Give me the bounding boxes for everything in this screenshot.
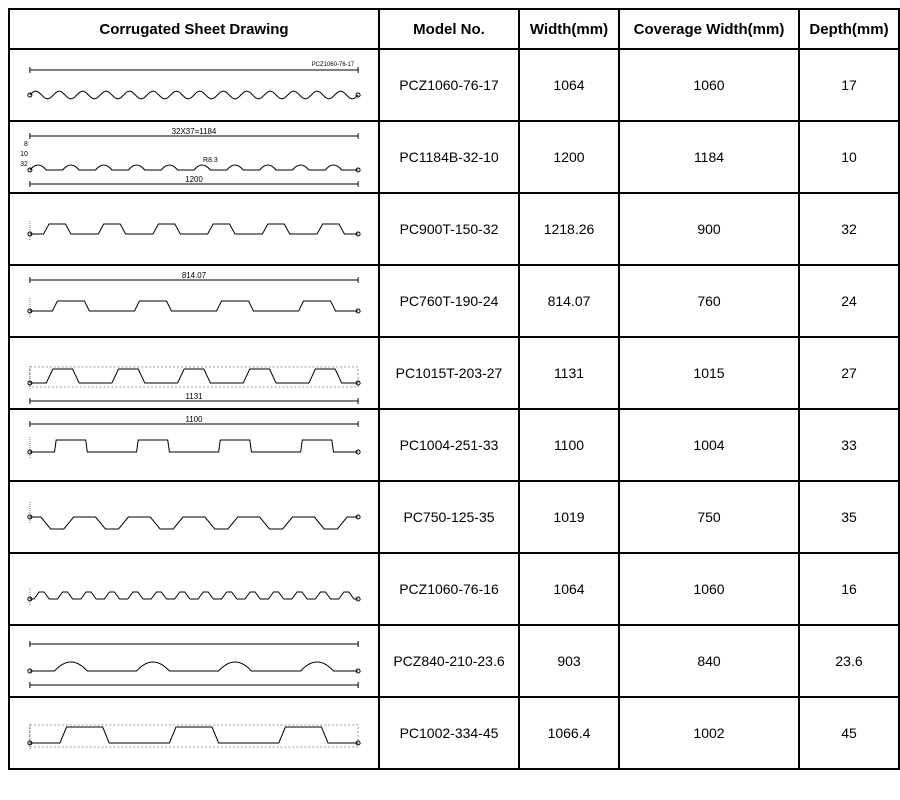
table-header-row: Corrugated Sheet Drawing Model No. Width… [9,9,899,49]
model-cell: PC1015T-203-27 [379,337,519,409]
drawing-cell [9,625,379,697]
width-cell: 1218.26 [519,193,619,265]
model-cell: PC760T-190-24 [379,265,519,337]
col-header-width: Width(mm) [519,9,619,49]
coverage-cell: 760 [619,265,799,337]
depth-cell: 33 [799,409,899,481]
width-cell: 1066.4 [519,697,619,769]
width-cell: 1131 [519,337,619,409]
width-cell: 1019 [519,481,619,553]
svg-text:1100: 1100 [185,415,203,424]
width-cell: 1200 [519,121,619,193]
svg-text:1200: 1200 [185,175,203,184]
svg-text:10: 10 [20,151,28,158]
depth-cell: 17 [799,49,899,121]
table-row: 1100PC1004-251-331100100433 [9,409,899,481]
coverage-cell: 840 [619,625,799,697]
drawing-cell [9,553,379,625]
width-cell: 1064 [519,49,619,121]
width-cell: 1100 [519,409,619,481]
coverage-cell: 900 [619,193,799,265]
depth-cell: 45 [799,697,899,769]
coverage-cell: 1002 [619,697,799,769]
svg-text:814.07: 814.07 [182,271,207,280]
coverage-cell: 1184 [619,121,799,193]
model-cell: PCZ840-210-23.6 [379,625,519,697]
table-row: 814.07PC760T-190-24814.0776024 [9,265,899,337]
model-cell: PC1002-334-45 [379,697,519,769]
table-body: PCZ1060-76-17PCZ1060-76-17106410601732X3… [9,49,899,769]
depth-cell: 16 [799,553,899,625]
coverage-cell: 750 [619,481,799,553]
depth-cell: 27 [799,337,899,409]
col-header-coverage: Coverage Width(mm) [619,9,799,49]
table-row: PCZ1060-76-17PCZ1060-76-171064106017 [9,49,899,121]
width-cell: 814.07 [519,265,619,337]
depth-cell: 32 [799,193,899,265]
model-cell: PCZ1060-76-16 [379,553,519,625]
coverage-cell: 1060 [619,49,799,121]
width-cell: 903 [519,625,619,697]
coverage-cell: 1015 [619,337,799,409]
svg-text:1131: 1131 [185,392,203,401]
table-row: PCZ840-210-23.690384023.6 [9,625,899,697]
model-cell: PCZ1060-76-17 [379,49,519,121]
svg-text:8: 8 [24,141,28,148]
drawing-cell: 32X37=1184 1200 8 10 32 R8.3 [9,121,379,193]
table-row: PC750-125-35101975035 [9,481,899,553]
depth-cell: 24 [799,265,899,337]
coverage-cell: 1060 [619,553,799,625]
table-row: PC1002-334-451066.4100245 [9,697,899,769]
table-row: 32X37=1184120081032R8.3PC1184B-32-101200… [9,121,899,193]
col-header-model: Model No. [379,9,519,49]
table-row: PC900T-150-321218.2690032 [9,193,899,265]
model-cell: PC1184B-32-10 [379,121,519,193]
svg-text:R8.3: R8.3 [203,157,218,164]
depth-cell: 35 [799,481,899,553]
table-row: PCZ1060-76-161064106016 [9,553,899,625]
drawing-cell: 1131 [9,337,379,409]
table-row: 1131PC1015T-203-271131101527 [9,337,899,409]
svg-text:32X37=1184: 32X37=1184 [172,127,217,136]
col-header-drawing: Corrugated Sheet Drawing [9,9,379,49]
model-cell: PC900T-150-32 [379,193,519,265]
corrugated-sheet-table: Corrugated Sheet Drawing Model No. Width… [8,8,900,770]
width-cell: 1064 [519,553,619,625]
svg-text:PCZ1060-76-17: PCZ1060-76-17 [312,62,355,68]
col-header-depth: Depth(mm) [799,9,899,49]
coverage-cell: 1004 [619,409,799,481]
depth-cell: 10 [799,121,899,193]
drawing-cell [9,481,379,553]
depth-cell: 23.6 [799,625,899,697]
drawing-cell: 1100 [9,409,379,481]
model-cell: PC750-125-35 [379,481,519,553]
svg-text:32: 32 [20,161,28,168]
drawing-cell: PCZ1060-76-17 [9,49,379,121]
drawing-cell [9,697,379,769]
drawing-cell [9,193,379,265]
model-cell: PC1004-251-33 [379,409,519,481]
drawing-cell: 814.07 [9,265,379,337]
